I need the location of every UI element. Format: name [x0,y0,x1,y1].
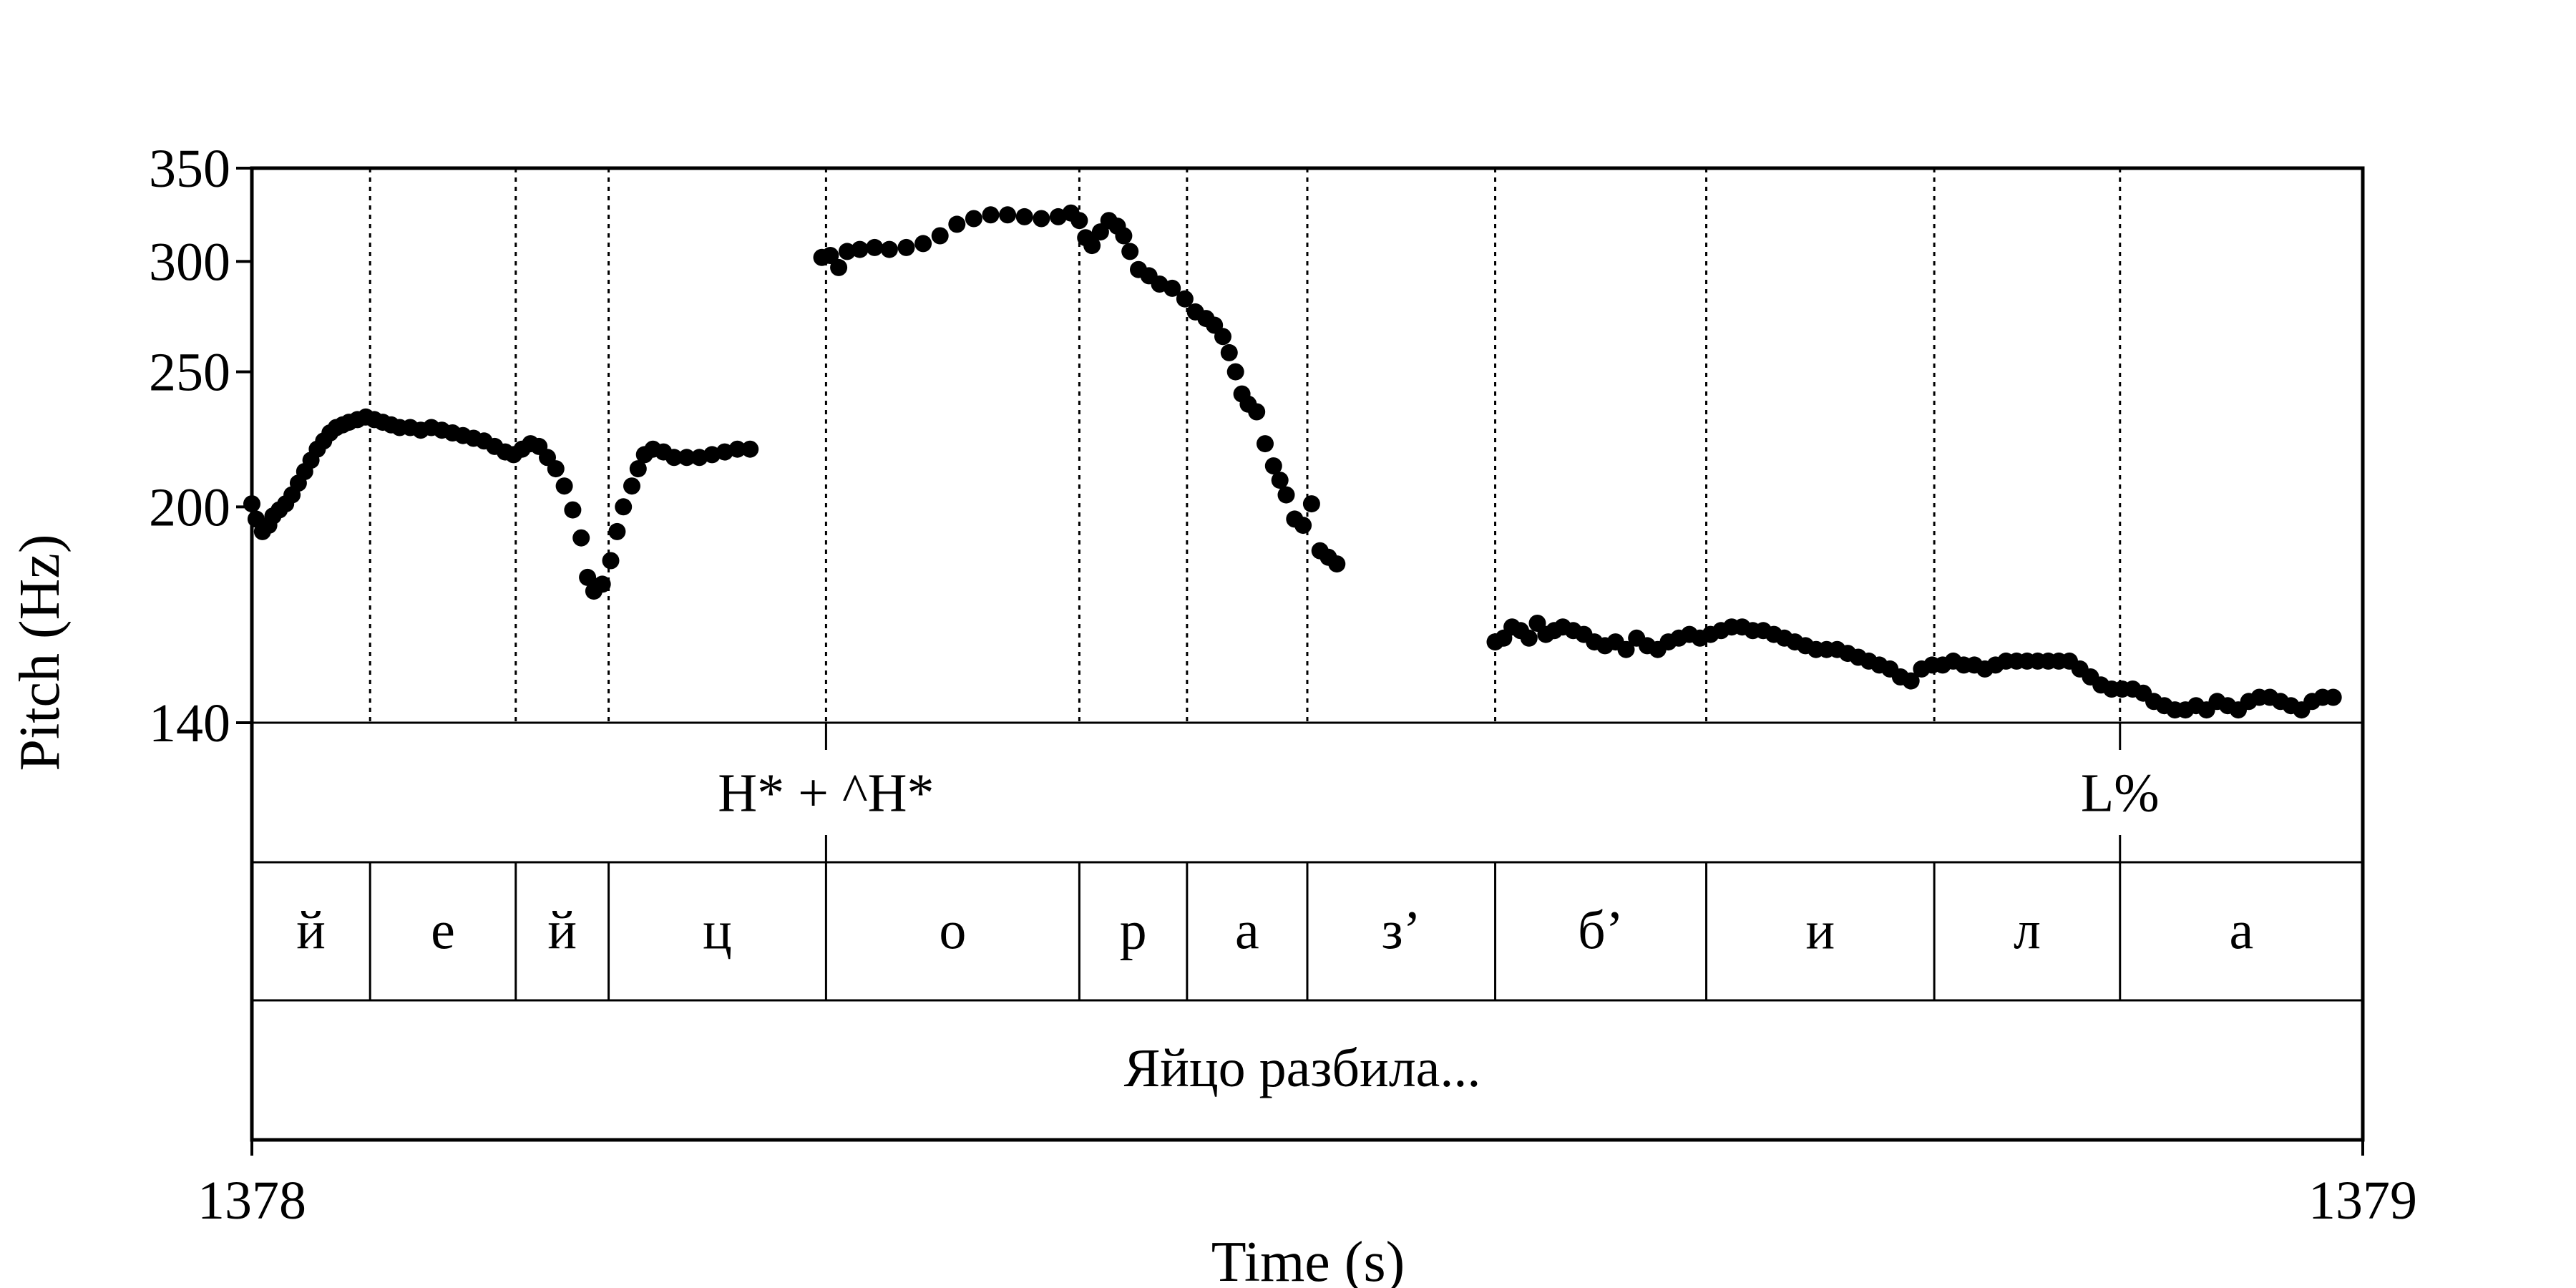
pitch-point [593,575,611,593]
pitch-point [741,440,759,458]
y-tick-label: 250 [149,343,230,403]
y-tick-label: 140 [149,693,230,753]
pitch-point [665,449,683,467]
pitch-point [547,460,565,478]
pitch-point [1294,517,1312,535]
pitch-point [678,449,696,467]
pitch-point [1520,629,1538,647]
segment-label: л [2014,901,2041,961]
pitch-point [1121,243,1139,260]
pitch-point [1328,555,1346,573]
pitch-point [1902,672,1920,690]
segment-label: р [1120,901,1147,961]
pitch-point [1083,237,1101,255]
pitch-point [1302,495,1320,513]
x-tick-label: 1378 [197,1171,306,1231]
pitch-point [602,552,620,570]
pitch-point [623,477,640,495]
pitch-point [999,206,1017,224]
pitch-point [866,238,884,256]
pitch-point [579,568,597,586]
segment-label: и [1806,901,1835,961]
pitch-point [1163,279,1181,297]
y-axis-title: Pitch (Hz) [9,534,72,771]
pitch-points [243,204,2342,719]
pitch-point [1115,227,1133,245]
segment-label: й [547,901,577,961]
pitch-point [821,247,839,264]
segment-label: й [296,901,326,961]
pitch-point [830,258,848,276]
pitch-point [948,215,966,233]
x-axis-ticks: 1378 1379 [197,1140,2417,1231]
segment-label: а [1235,901,1259,961]
pitch-point [897,238,915,256]
pitch-point [1248,403,1266,421]
pitch-point [1070,212,1088,230]
pitch-point [1226,363,1244,381]
segment-boundary-lines [369,168,2122,1000]
word-tier-label: Яйцо разбила... [1124,1038,1481,1098]
tone-tier: H* + ^H* L% [718,723,2160,862]
pitch-point [572,529,590,547]
segment-label: ц [703,901,732,961]
tone-label: H* + ^H* [718,763,934,824]
segment-label: б’ [1578,901,1624,961]
pitch-point [838,243,856,260]
segment-label: а [2230,901,2254,961]
segment-label: о [939,901,966,961]
pitch-point [965,210,982,228]
pitch-point [1277,486,1295,504]
pitch-point [555,477,573,495]
y-tick-label: 300 [149,232,230,292]
pitch-point [728,440,746,458]
segment-label: з’ [1382,901,1421,961]
x-axis-title: Time (s) [1211,1231,1405,1288]
y-tick-label: 200 [149,477,230,537]
pitch-point [982,206,1000,224]
pitch-point [880,240,898,258]
y-tick-label: 350 [149,139,230,199]
pitch-point [564,501,582,519]
pitch-point [1617,640,1635,658]
x-tick-label: 1379 [2308,1171,2417,1231]
pitch-point [608,522,626,540]
pitch-point [1176,290,1194,308]
pitch-point [1015,208,1033,225]
pitch-point [931,227,949,245]
pitch-point [1033,210,1050,228]
outer-frame [250,166,2365,1142]
segment-tier: й е й ц о р а з’ б’ и л а [296,901,2253,961]
pitch-point [1220,343,1238,361]
pitch-point [914,235,932,253]
pitch-point [851,240,869,258]
pitch-point [1264,457,1282,475]
pitch-point [629,460,647,478]
tone-label: L% [2081,763,2160,824]
y-axis-ticks: 140 200 250 300 350 [149,139,252,753]
pitch-point [1214,328,1231,346]
segment-label: е [431,901,455,961]
pitch-point [2324,688,2342,706]
pitch-point [1271,472,1289,489]
pitch-point [615,498,633,516]
tier-frames [250,166,2365,1142]
pitch-point [1257,435,1274,453]
